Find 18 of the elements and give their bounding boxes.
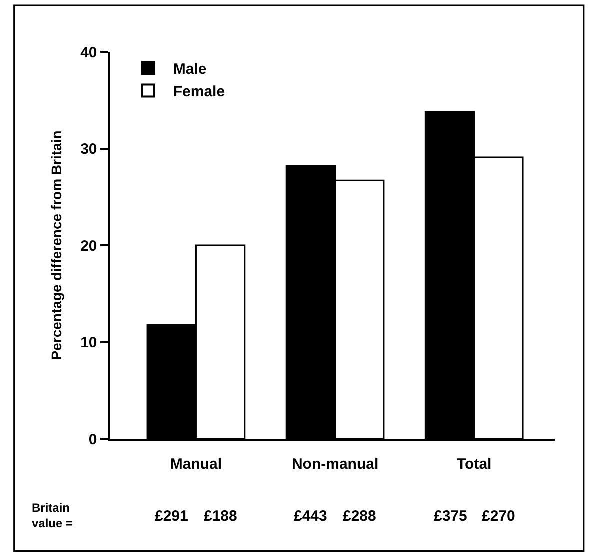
y-tick-label: 40 bbox=[80, 44, 98, 62]
text: £291 bbox=[155, 508, 188, 525]
text: £188 bbox=[204, 508, 238, 525]
y-tick-label: 10 bbox=[80, 334, 98, 352]
x-tick-label: Non-manual bbox=[292, 456, 379, 473]
y-tick-label: 30 bbox=[80, 141, 98, 158]
text: Britain value = bbox=[32, 501, 74, 531]
x-tick-label: Total bbox=[456, 456, 492, 473]
legend-label: Female bbox=[173, 84, 226, 101]
text: £375 bbox=[434, 508, 468, 525]
text: £270 bbox=[482, 508, 516, 525]
y-tick-label: 0 bbox=[88, 431, 98, 448]
legend-label: Male bbox=[173, 61, 207, 78]
y-tick-label: 20 bbox=[80, 238, 98, 255]
y-axis-title: Percentage difference from Britain bbox=[48, 130, 65, 360]
x-tick-label: Manual bbox=[170, 456, 222, 473]
text: £288 bbox=[343, 508, 376, 525]
text: £443 bbox=[294, 508, 328, 525]
